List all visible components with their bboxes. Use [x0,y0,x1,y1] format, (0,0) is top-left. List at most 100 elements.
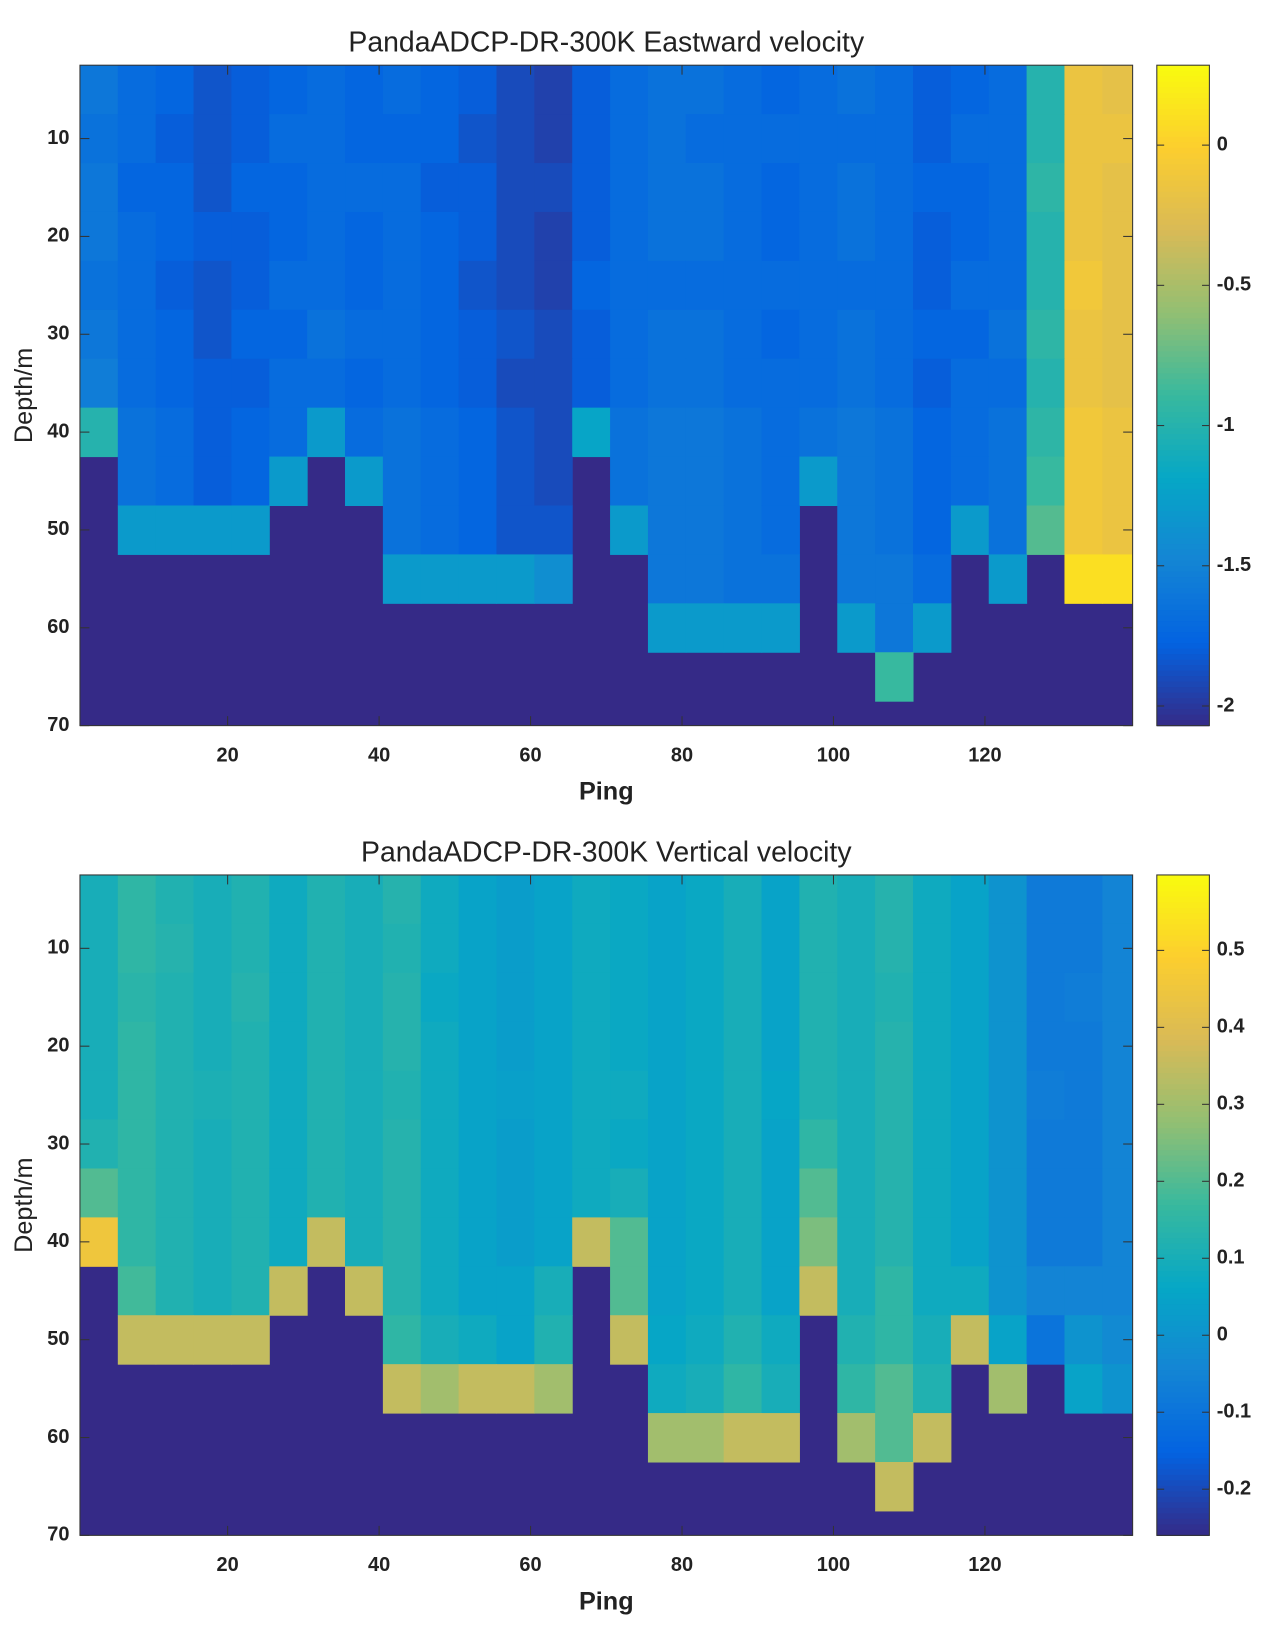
colorbar-step [1156,455,1210,463]
cell [572,211,611,262]
cell [382,309,422,360]
colorbar-step [1156,1282,1210,1289]
colorbar-tick-label: 0.1 [1217,1247,1245,1269]
colorbar-step [1156,466,1210,474]
cell [647,1364,687,1414]
colorbar-step [1156,957,1210,964]
cell [1064,1315,1103,1365]
colorbar-step [1156,1078,1210,1085]
colorbar-step [1156,488,1210,496]
colorbar-step [1156,913,1210,920]
cell [572,260,611,311]
cell [231,1021,270,1072]
cell [458,923,498,974]
cell [231,1070,270,1121]
cell [382,972,422,1023]
cell [382,456,422,507]
cell [572,1021,611,1072]
colorbar-step [1156,1051,1210,1058]
cell [1102,505,1133,555]
cell [1064,874,1103,925]
colorbar-step [1156,1260,1210,1267]
colorbar-step [1156,1469,1210,1476]
cell [117,1266,157,1316]
colorbar-step [1156,968,1210,975]
cell [1064,309,1103,360]
cell [799,65,838,115]
y-tick-label: 20 [47,1034,69,1056]
cell [1102,1217,1133,1267]
cell [950,972,990,1023]
cell [875,1168,914,1218]
cell [1102,972,1133,1023]
cell [875,1119,914,1169]
cell [723,603,763,653]
cell [345,923,384,974]
colorbar-step [1156,1221,1210,1228]
colorbar-step [1156,698,1210,705]
cell [572,923,611,974]
cell [723,260,763,311]
cell [307,1217,346,1267]
cell [647,1119,687,1169]
colorbar-step [1156,1106,1210,1113]
cell [913,1168,952,1218]
colorbar-step [1156,384,1210,391]
cell [685,1315,725,1365]
cell [231,874,270,925]
cell [117,309,157,360]
colorbar-step [1156,92,1210,99]
colorbar-step [1156,1408,1210,1415]
cell [988,1364,1028,1414]
colorbar-step [1156,985,1210,992]
cell [534,309,573,360]
x-tick-label: 100 [817,744,850,766]
cell [837,1168,876,1218]
cell [345,211,384,262]
cell [799,874,838,925]
colorbar-step [1156,356,1210,364]
cell [193,114,232,164]
cell [799,358,838,409]
colorbar-step [1156,1518,1210,1525]
cell [1064,260,1103,311]
colorbar-step [1156,577,1210,584]
cell [647,65,687,115]
cell [950,1070,990,1121]
x-axis-label: Ping [579,1587,634,1615]
cell [420,407,460,458]
colorbar-step [1156,1232,1210,1239]
cell [458,309,498,360]
colorbar-step [1156,1419,1210,1426]
cell [382,1021,422,1072]
colorbar-step [1156,158,1210,165]
y-tick-label: 70 [47,1524,69,1546]
cell [875,114,914,164]
colorbar-step [1156,1386,1210,1393]
colorbar-frame [1156,64,1210,727]
cell [382,505,422,555]
colorbar-step [1156,1254,1210,1261]
cell [193,1217,232,1267]
cell [950,163,990,213]
cell [231,1119,270,1169]
colorbar-step [1156,1095,1210,1102]
colorbar-step [1156,191,1210,198]
cell [420,211,460,262]
cell [117,65,157,115]
colorbar-step [1156,153,1210,160]
cell [534,505,573,555]
cell [496,1217,535,1267]
colorbar-step [1156,136,1210,143]
cell [382,407,422,458]
cell [875,163,914,213]
cell [572,1168,611,1218]
cell [382,114,422,164]
cell [420,1315,460,1365]
cell [155,309,195,360]
cell [307,1119,346,1169]
colorbar-step [1156,996,1210,1003]
colorbar-step [1156,670,1210,677]
cell [685,211,725,262]
colorbar-step [1156,720,1210,727]
